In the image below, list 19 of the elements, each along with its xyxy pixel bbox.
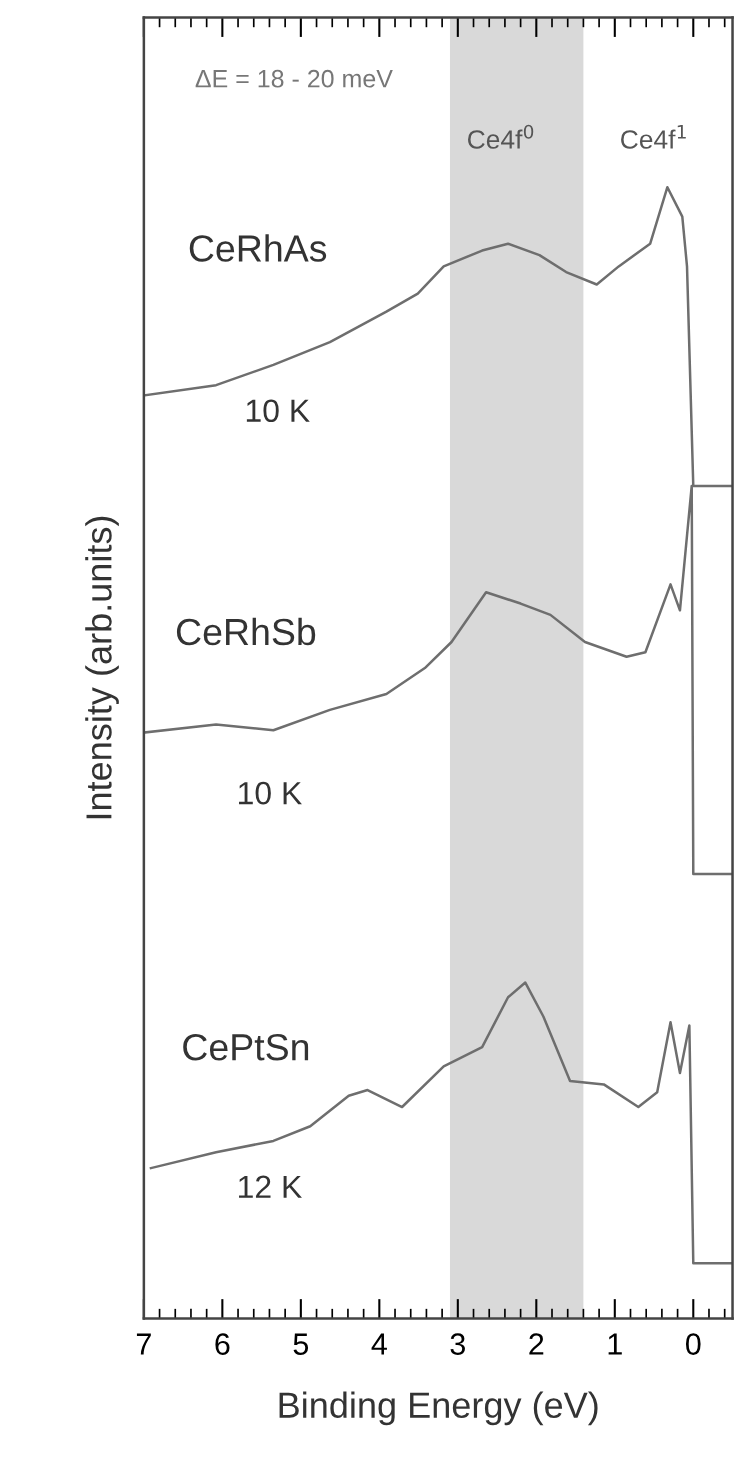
y-axis-title: Intensity (arb.units) [85,516,119,819]
x-tick-label: 6 [215,1333,230,1355]
series-label: CeRhSb [176,617,316,646]
text: Ce4f$^{0}$ [468,124,534,149]
x-tick-label: 0 [685,1333,701,1355]
series-label: CePtSn [183,1033,309,1061]
series-label: CeRhAs [189,234,327,262]
annotation: 12 K [239,1175,302,1198]
x-tick-label: 7 [136,1333,151,1355]
x-tick-label: 1 [608,1333,622,1355]
text: ΔE = 18 - 20 meV [195,69,393,88]
x-axis-title: Binding Energy (eV) [279,1391,598,1426]
annotation: 10 K [239,781,302,805]
annotation: 10 K [246,399,310,423]
text: Ce4f$^{1}$ [621,125,686,149]
x-tick-label: 2 [529,1333,544,1355]
x-tick-label: 5 [293,1333,309,1355]
x-tick-label: 4 [371,1333,387,1355]
x-tick-label: 3 [450,1333,465,1355]
